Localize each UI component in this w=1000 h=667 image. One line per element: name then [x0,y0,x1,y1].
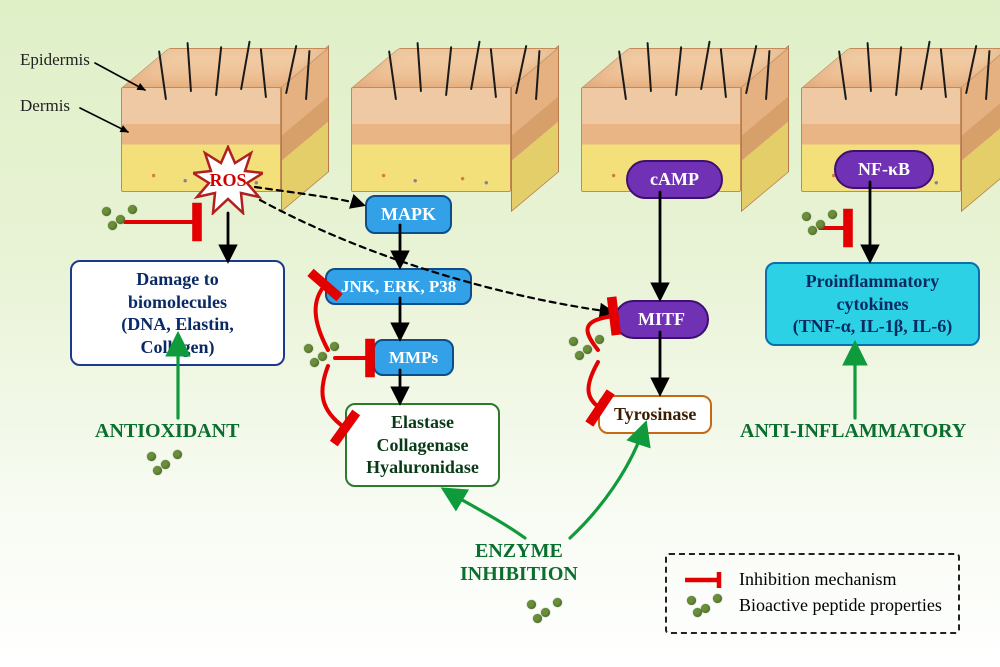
peptide-dots-3 [302,342,342,372]
node-jnk: JNK, ERK, P38 [325,268,472,305]
node-enzymes: ElastaseCollagenaseHyaluronidase [345,403,500,487]
peptide-dots-1 [100,205,140,235]
peptide-dots-2 [145,450,185,480]
ros-burst: ROS [193,145,263,215]
label-epidermis: Epidermis [20,50,90,70]
node-camp: cAMP [626,160,723,199]
node-mmps: MMPs [373,339,454,376]
inhibition-icon [683,571,729,589]
node-cytokines: Proinflammatorycytokines(TNF-α, IL-1β, I… [765,262,980,346]
skin-block-2 [365,70,525,200]
category-antiinflamm: ANTI-INFLAMMATORY [740,420,966,443]
legend-row-peptides: Bioactive peptide properties [683,594,942,616]
peptide-dots-icon [683,594,729,616]
node-tyrosinase: Tyrosinase [598,395,712,434]
peptide-dots-4 [567,335,607,365]
legend-row-inhibition: Inhibition mechanism [683,569,942,590]
node-mapk: MAPK [365,195,452,234]
peptide-dots-5 [800,210,840,240]
node-nfkb: NF-κB [834,150,934,189]
category-antioxidant: ANTIOXIDANT [95,420,239,443]
ros-label: ROS [209,170,246,191]
label-dermis: Dermis [20,96,70,116]
category-enzyme: ENZYMEINHIBITION [460,540,578,586]
peptide-dots-6 [525,598,565,628]
node-mitf: MITF [614,300,709,339]
legend-inhibition-label: Inhibition mechanism [739,569,896,590]
legend-box: Inhibition mechanism Bioactive peptide p… [665,553,960,634]
legend-peptides-label: Bioactive peptide properties [739,595,942,616]
node-damage: Damage tobiomolecules(DNA, Elastin, Coll… [70,260,285,366]
